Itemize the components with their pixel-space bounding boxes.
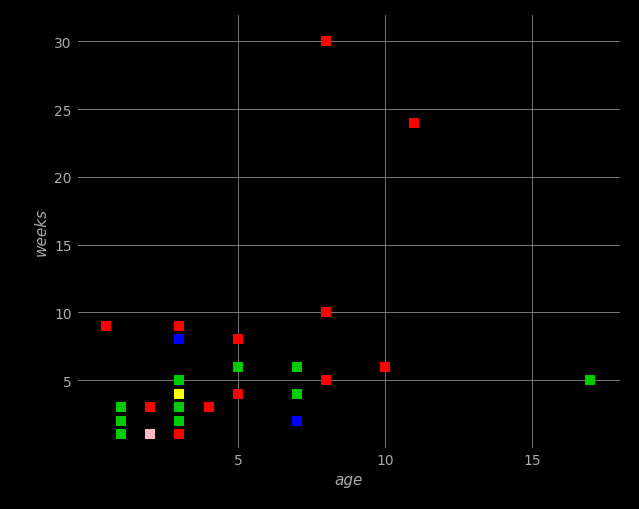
Point (174, 430, 185, 438)
Point (145, 403, 155, 411)
Point (174, 403, 185, 411)
Point (174, 322, 185, 330)
Point (409, 119, 419, 127)
Point (321, 38, 332, 46)
Point (233, 336, 243, 344)
Point (145, 430, 155, 438)
Point (380, 363, 390, 371)
Point (292, 417, 302, 425)
Point (233, 390, 243, 398)
Point (116, 417, 126, 425)
Point (116, 430, 126, 438)
Point (292, 390, 302, 398)
Point (174, 376, 185, 384)
Point (292, 363, 302, 371)
X-axis label: age: age (334, 472, 362, 487)
Point (174, 336, 185, 344)
Y-axis label: weeks: weeks (34, 208, 49, 256)
Point (174, 390, 185, 398)
Point (174, 417, 185, 425)
Point (233, 363, 243, 371)
Point (321, 308, 332, 317)
Point (321, 376, 332, 384)
Point (101, 322, 111, 330)
Point (116, 403, 126, 411)
Point (204, 403, 214, 411)
Point (585, 376, 596, 384)
